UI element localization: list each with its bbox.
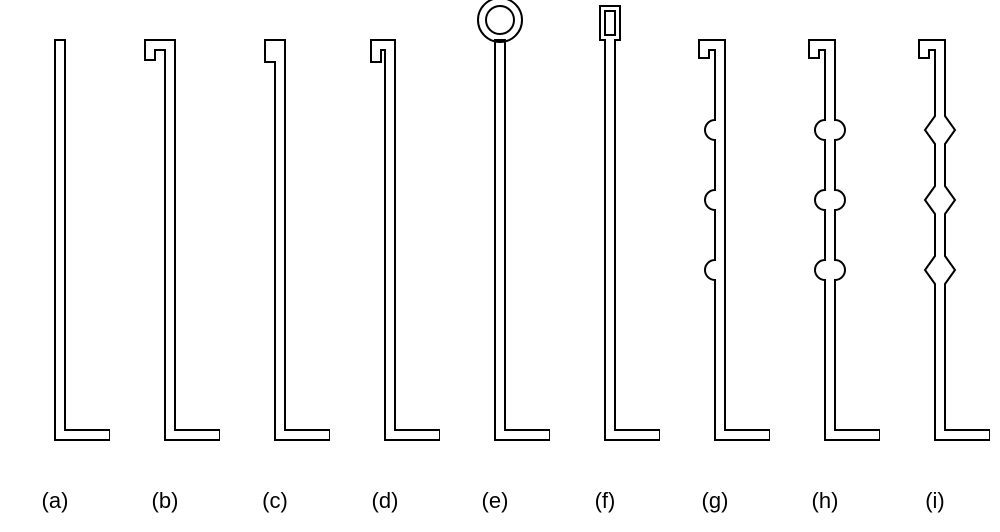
profile-label-f: (f) [550, 488, 660, 514]
profile-label-i: (i) [880, 488, 990, 514]
profile-b: (b) [110, 0, 220, 532]
profile-f: (f) [550, 0, 660, 532]
profile-label-b: (b) [110, 488, 220, 514]
profile-label-h: (h) [770, 488, 880, 514]
profile-label-a: (a) [0, 488, 110, 514]
profile-e: (e) [440, 0, 550, 532]
profile-d: (d) [330, 0, 440, 532]
profile-i: (i) [880, 0, 990, 532]
profile-label-e: (e) [440, 488, 550, 514]
profile-a: (a) [0, 0, 110, 532]
profile-label-c: (c) [220, 488, 330, 514]
profile-c: (c) [220, 0, 330, 532]
profile-label-g: (g) [660, 488, 770, 514]
profile-label-d: (d) [330, 488, 440, 514]
profile-g: (g) [660, 0, 770, 532]
profile-h: (h) [770, 0, 880, 532]
